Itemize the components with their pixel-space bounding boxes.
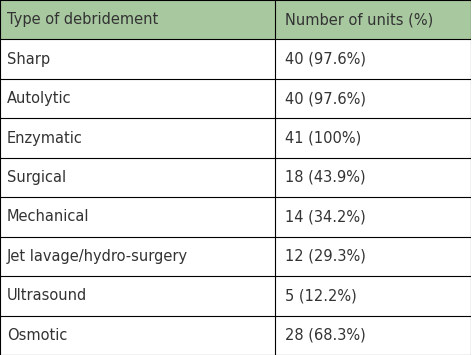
Text: Osmotic: Osmotic bbox=[7, 328, 67, 343]
Text: 5 (12.2%): 5 (12.2%) bbox=[285, 288, 356, 303]
Bar bbox=[0, 316, 471, 355]
Text: Sharp: Sharp bbox=[7, 52, 50, 67]
Bar bbox=[0, 118, 471, 158]
Text: 40 (97.6%): 40 (97.6%) bbox=[285, 52, 366, 67]
Text: Enzymatic: Enzymatic bbox=[7, 131, 83, 146]
Text: Ultrasound: Ultrasound bbox=[7, 288, 87, 303]
Text: Number of units (%): Number of units (%) bbox=[285, 12, 433, 27]
Text: 41 (100%): 41 (100%) bbox=[285, 131, 361, 146]
Text: 40 (97.6%): 40 (97.6%) bbox=[285, 91, 366, 106]
Text: 28 (68.3%): 28 (68.3%) bbox=[285, 328, 365, 343]
Bar bbox=[0, 39, 471, 79]
Text: Type of debridement: Type of debridement bbox=[7, 12, 158, 27]
Text: Mechanical: Mechanical bbox=[7, 209, 90, 224]
Text: Autolytic: Autolytic bbox=[7, 91, 72, 106]
Text: Jet lavage/hydro-surgery: Jet lavage/hydro-surgery bbox=[7, 249, 188, 264]
Bar bbox=[0, 79, 471, 118]
Text: 14 (34.2%): 14 (34.2%) bbox=[285, 209, 365, 224]
Bar bbox=[0, 0, 471, 39]
Bar bbox=[0, 276, 471, 316]
Text: Surgical: Surgical bbox=[7, 170, 66, 185]
Text: 18 (43.9%): 18 (43.9%) bbox=[285, 170, 365, 185]
Text: 12 (29.3%): 12 (29.3%) bbox=[285, 249, 366, 264]
Bar bbox=[0, 158, 471, 197]
Bar bbox=[0, 197, 471, 237]
Bar bbox=[0, 237, 471, 276]
